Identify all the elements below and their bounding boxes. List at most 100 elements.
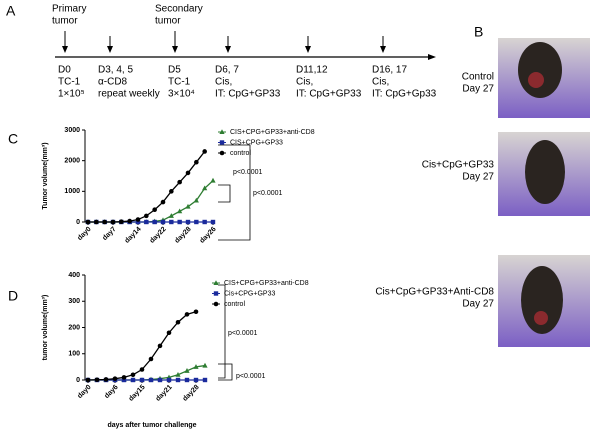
x-tick-label: day28 xyxy=(174,226,193,245)
marker xyxy=(193,364,199,369)
event-arrowhead xyxy=(305,46,311,53)
tumor xyxy=(534,311,548,325)
legend-label: Cis+CPG+GP33 xyxy=(224,290,275,297)
event-label: Cis, xyxy=(296,77,313,88)
photo-caption: Day 27 xyxy=(462,172,494,183)
timeline-label: Secondary xyxy=(155,4,203,15)
annotation: p<0.0001 xyxy=(253,190,282,197)
x-tick-label: day6 xyxy=(103,384,119,400)
event-arrowhead xyxy=(62,46,68,53)
y-tick-label: 200 xyxy=(68,324,80,331)
marker xyxy=(148,356,154,362)
x-tick-label: day7 xyxy=(101,226,117,242)
event-arrowhead xyxy=(172,46,178,53)
event-label: D0 xyxy=(58,65,71,76)
x-tick-label: day21 xyxy=(155,384,174,403)
marker xyxy=(213,301,219,307)
event-label: α-CD8 xyxy=(98,77,128,88)
marker xyxy=(184,368,190,373)
event-arrowhead xyxy=(225,46,231,53)
marker xyxy=(219,129,225,134)
event-label: D3, 4, 5 xyxy=(98,65,133,76)
marker xyxy=(185,219,191,225)
series-line xyxy=(88,151,206,223)
marker xyxy=(169,219,174,225)
panel-letter: B xyxy=(474,24,483,40)
marker xyxy=(168,213,174,218)
event-label: D11,12 xyxy=(296,65,328,76)
event-arrowhead xyxy=(107,46,113,53)
marker xyxy=(135,219,141,225)
event-label: Cis, xyxy=(372,77,389,88)
marker xyxy=(202,219,207,225)
marker xyxy=(102,219,107,225)
x-tick-label: day22 xyxy=(149,226,168,245)
marker xyxy=(139,367,145,372)
y-tick-label: 100 xyxy=(68,351,80,358)
marker xyxy=(139,377,145,383)
marker xyxy=(177,208,183,214)
marker xyxy=(166,330,172,336)
marker xyxy=(152,207,157,213)
marker xyxy=(130,377,136,383)
bracket xyxy=(218,184,231,203)
x-tick-label: day28 xyxy=(182,384,201,403)
event-label: D6, 7 xyxy=(215,65,239,76)
timeline-label: Primary xyxy=(52,4,86,15)
annotation: p<0.0001 xyxy=(236,373,265,380)
timeline-arrowhead xyxy=(428,54,436,60)
y-tick-label: 400 xyxy=(68,272,80,279)
marker xyxy=(152,219,157,225)
marker xyxy=(202,377,208,383)
marker xyxy=(135,217,141,222)
marker xyxy=(202,149,207,154)
marker xyxy=(144,219,149,225)
marker xyxy=(185,170,191,176)
x-axis-title: days after tumor challenge xyxy=(107,422,196,429)
marker xyxy=(202,185,208,191)
marker xyxy=(184,312,190,317)
marker xyxy=(202,362,208,368)
y-tick-label: 0 xyxy=(76,219,80,226)
marker xyxy=(169,189,174,194)
marker xyxy=(177,179,182,185)
marker xyxy=(177,219,182,225)
marker xyxy=(210,177,216,183)
series-line xyxy=(88,180,214,223)
event-label: repeat weekly xyxy=(98,89,160,100)
panel-letter: A xyxy=(6,3,16,19)
marker xyxy=(193,377,199,383)
event-arrowhead xyxy=(380,46,386,53)
event-label: 3×10⁴ xyxy=(168,89,195,100)
x-tick-label: day15 xyxy=(128,384,147,403)
marker xyxy=(85,377,91,383)
marker xyxy=(127,218,132,224)
mouse xyxy=(521,266,563,334)
marker xyxy=(175,371,181,377)
marker xyxy=(121,377,127,383)
bracket xyxy=(218,363,233,381)
legend-label: CIS+CPG+GP33 xyxy=(230,139,283,146)
y-tick-label: 3000 xyxy=(64,127,80,134)
marker xyxy=(175,377,181,383)
y-tick-label: 300 xyxy=(68,298,80,305)
event-label: TC-1 xyxy=(58,77,81,88)
marker xyxy=(121,375,127,380)
marker xyxy=(193,197,199,203)
event-label: Cis, xyxy=(215,77,232,88)
bracket xyxy=(218,284,226,379)
marker xyxy=(184,377,190,383)
x-tick-label: day14 xyxy=(124,226,143,245)
annotation: p<0.0001 xyxy=(233,169,262,176)
timeline-label: tumor xyxy=(155,16,181,27)
marker xyxy=(119,219,124,224)
photo-caption: Day 27 xyxy=(462,299,494,310)
marker xyxy=(148,377,154,383)
marker xyxy=(219,140,225,145)
marker xyxy=(94,219,99,225)
marker xyxy=(157,343,163,349)
marker xyxy=(130,372,136,378)
marker xyxy=(213,291,219,296)
marker xyxy=(110,219,116,225)
mouse xyxy=(518,42,562,98)
